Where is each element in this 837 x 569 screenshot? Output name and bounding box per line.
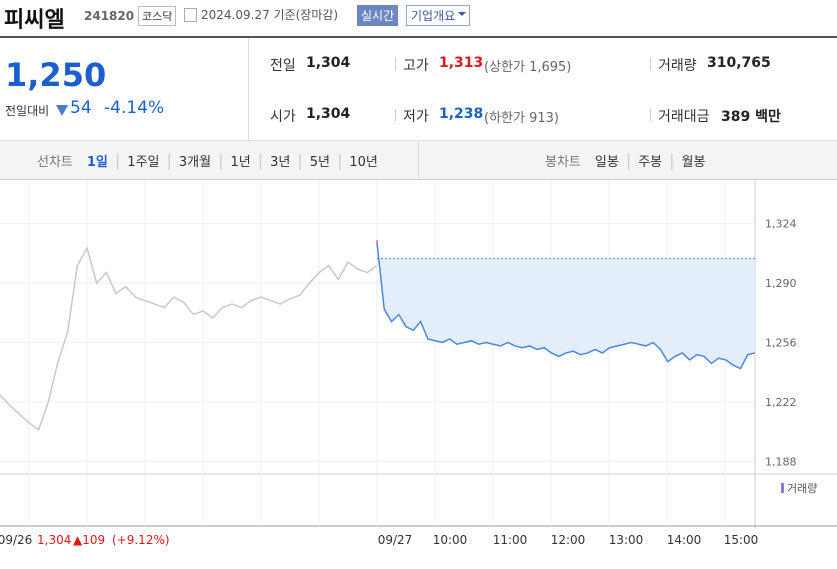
change-pct: -4.14% <box>104 98 165 118</box>
x-tick-label: 13:00 <box>609 533 644 547</box>
tab-group: 선차트 1일 | 1주일 | 3개월 | 1년 | 3년 | 5년 | 10년 <box>30 151 385 170</box>
volume-label: 거래량 <box>787 482 817 495</box>
prev-change: ▲109 <box>73 533 105 547</box>
prev-close-area <box>377 242 755 369</box>
stat-label: 거래량 <box>658 58 697 74</box>
volume-legend-icon <box>781 483 784 493</box>
tab[interactable]: 일봉 <box>594 155 619 170</box>
tab[interactable]: 3개월 <box>178 155 212 170</box>
stat-value: 1,304 <box>306 55 351 71</box>
tab-group-label: 선차트 <box>37 155 73 170</box>
date: 2024.09.27 기준(장마감) <box>201 8 339 22</box>
x-tick-label: 15:00 <box>724 533 759 547</box>
prev-pct: (+9.12%) <box>112 533 170 547</box>
x-tick-label: 09/27 <box>378 533 413 547</box>
tab-sep: | <box>625 151 632 170</box>
prev-day-line <box>0 246 378 432</box>
stock-name: 피씨엘 <box>4 8 65 33</box>
y-tick-label: 1,256 <box>765 336 797 349</box>
tab-divider <box>418 141 419 178</box>
today-line <box>376 242 756 370</box>
stat-value: 1,238 <box>439 106 484 122</box>
tab-sep: | <box>297 151 303 170</box>
doc-icon <box>184 8 197 22</box>
stat-value: 310,765 <box>707 55 771 71</box>
prev-close: 1,304 <box>37 533 71 547</box>
x-tick-label: 14:00 <box>667 533 702 547</box>
x-tick-label: 12:00 <box>551 533 586 547</box>
tab-sep: | <box>218 151 224 170</box>
stat-sep <box>650 58 651 70</box>
tab[interactable]: 월봉 <box>681 155 706 170</box>
tab[interactable]: 5년 <box>309 155 330 170</box>
stat-extra: (하한가 913) <box>484 111 559 126</box>
y-tick-label: 1,188 <box>765 455 797 468</box>
y-tick-label: 1,290 <box>765 277 797 290</box>
down-icon <box>56 105 68 116</box>
tab-sep: | <box>669 151 675 170</box>
tab[interactable]: 주봉 <box>638 155 663 170</box>
stat-sep <box>395 58 396 70</box>
y-tick-label: 1,222 <box>765 396 797 409</box>
realtime-button[interactable]: 실시간 <box>357 5 399 26</box>
overview-button[interactable]: 기업개요 <box>406 5 471 26</box>
stock-code: 241820 <box>84 9 135 23</box>
tab[interactable]: 1주일 <box>127 155 160 170</box>
tab[interactable]: 1년 <box>230 155 251 170</box>
stat-extra: (상한가 1,695) <box>484 60 572 75</box>
stat-value: 389 백만 <box>721 109 781 125</box>
x-tick-label: 09/26 <box>0 533 32 547</box>
change: 54 <box>70 98 92 118</box>
divider <box>0 36 837 38</box>
tab[interactable]: 1일 <box>86 155 108 170</box>
y-tick-label: 1,324 <box>765 218 797 231</box>
tab-sep: | <box>114 151 121 170</box>
tab-group-label: 봉차트 <box>545 155 581 170</box>
stat-sep <box>395 109 396 121</box>
tab-group: 봉차트 일봉 | 주봉 | 월봉 <box>538 151 712 170</box>
market-badge: 코스닥 <box>138 6 177 26</box>
tab-sep: | <box>166 151 172 170</box>
x-tick-label: 11:00 <box>493 533 528 547</box>
tab[interactable]: 3년 <box>270 155 291 170</box>
change-label: 전일대비 <box>5 104 50 118</box>
stat-value: 1,304 <box>306 106 351 122</box>
dropdown-arrow <box>458 12 467 20</box>
stat-label: 시가 <box>270 109 296 125</box>
current-price: 1,250 <box>5 56 107 94</box>
tab-sep: | <box>336 151 343 170</box>
stat-label: 저가 <box>403 109 429 125</box>
stat-sep <box>650 109 651 121</box>
stat-value: 1,313 <box>439 55 484 71</box>
tab[interactable]: 10년 <box>349 155 378 170</box>
tab-sep: | <box>257 151 264 170</box>
stat-label: 전일 <box>270 58 296 74</box>
overview-text: 기업개요 <box>411 9 456 23</box>
x-tick-label: 10:00 <box>433 533 468 547</box>
stat-label: 거래대금 <box>658 109 710 125</box>
stat-label: 고가 <box>403 58 429 74</box>
